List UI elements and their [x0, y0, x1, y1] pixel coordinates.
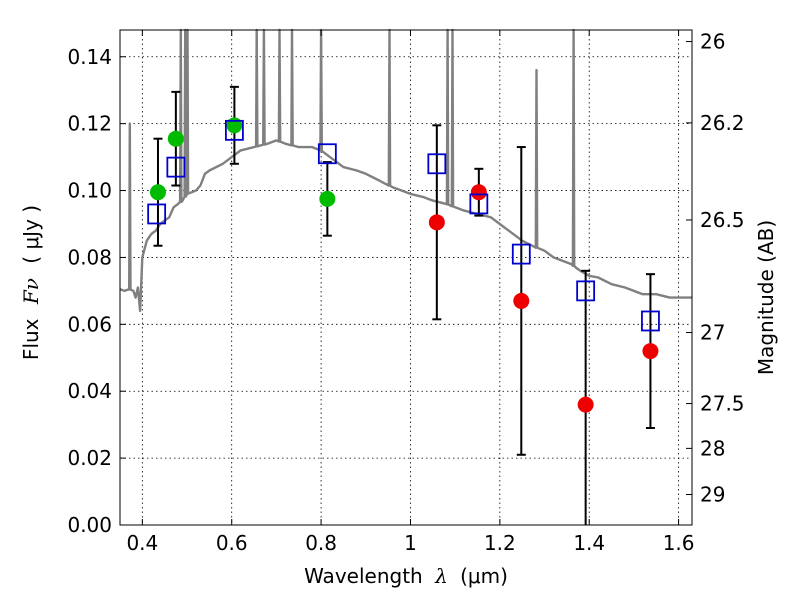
- x-tick-label: 1.2: [484, 531, 516, 555]
- plot-frame: [119, 29, 693, 526]
- y-tick-label: 0.10: [67, 179, 112, 203]
- y-tick-label: 0.08: [67, 245, 112, 269]
- y-tick-label: 0.14: [67, 45, 112, 69]
- y-tick-label: 0.04: [67, 379, 112, 403]
- mag-tick-label: 26: [700, 30, 725, 54]
- model-square: [317, 143, 337, 165]
- x-tick-label: 1.4: [573, 531, 605, 555]
- template-spectrum-line: [119, 28, 692, 313]
- axis-ticks: 0.4 0.6 0.8 1 1.2 1.4 1.6 0.00 0.02 0.04 0.06 0.08 0…: [67, 30, 744, 555]
- model-square: [511, 243, 531, 265]
- model-square: [224, 119, 244, 141]
- x-tick-label: 0.4: [126, 531, 158, 555]
- x-tick-label: 1: [404, 531, 417, 555]
- observed-green-point: [149, 184, 166, 201]
- mag-tick-label: 27: [700, 321, 725, 345]
- observed-red-point: [577, 396, 594, 413]
- data-points: [147, 117, 660, 413]
- x-axis-label: Wavelength λ (μm): [304, 564, 508, 588]
- mag-tick-label: 27.5: [700, 392, 745, 416]
- model-square: [641, 310, 660, 332]
- y-tick-label: 0.00: [67, 513, 112, 537]
- y2-axis-label: Magnitude (AB): [754, 220, 778, 375]
- x-tick-label: 0.8: [305, 531, 337, 555]
- error-bars: [153, 85, 655, 525]
- mag-tick-label: 28: [700, 436, 725, 460]
- observed-red-point: [470, 184, 487, 201]
- model-square: [147, 203, 167, 225]
- observed-red-point: [513, 292, 530, 309]
- x-tick-label: 1.6: [663, 531, 695, 555]
- y-tick-label: 0.02: [67, 446, 112, 470]
- model-square: [576, 280, 596, 302]
- x-tick-label: 0.6: [216, 531, 248, 555]
- observed-red-point: [642, 343, 659, 360]
- mag-tick-label: 26.2: [700, 111, 745, 135]
- mag-tick-label: 26.5: [700, 208, 745, 232]
- y-tick-label: 0.06: [67, 312, 112, 336]
- model-square: [166, 156, 186, 178]
- observed-green-point: [226, 117, 243, 134]
- y-axis-label: Flux Fν ( μJy ): [19, 205, 43, 360]
- grid-lines: [120, 30, 692, 526]
- template-spectrum: [119, 28, 692, 313]
- model-square: [427, 153, 447, 175]
- observed-green-point: [167, 130, 184, 147]
- observed-red-point: [428, 214, 445, 231]
- mag-tick-label: 29: [700, 482, 725, 506]
- y-tick-label: 0.12: [67, 112, 112, 136]
- observed-green-point: [319, 190, 336, 207]
- model-square: [469, 193, 489, 215]
